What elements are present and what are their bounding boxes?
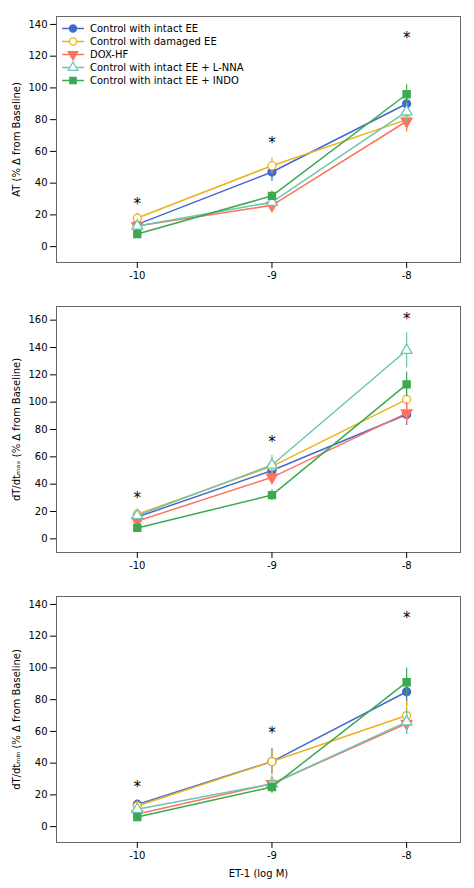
svg-text:Control with intact EE + INDO: Control with intact EE + INDO bbox=[90, 75, 239, 86]
svg-text:160: 160 bbox=[28, 314, 47, 325]
svg-text:AT (% Δ from Baseline): AT (% Δ from Baseline) bbox=[11, 82, 22, 197]
svg-text:140: 140 bbox=[28, 599, 47, 610]
svg-text:80: 80 bbox=[35, 114, 48, 125]
svg-text:0: 0 bbox=[41, 533, 47, 544]
svg-text:0: 0 bbox=[41, 821, 47, 832]
svg-text:60: 60 bbox=[35, 146, 48, 157]
svg-text:-8: -8 bbox=[402, 560, 412, 571]
svg-text:100: 100 bbox=[28, 396, 47, 407]
svg-text:140: 140 bbox=[28, 19, 47, 30]
svg-text:-9: -9 bbox=[267, 560, 277, 571]
svg-text:Control with damaged EE: Control with damaged EE bbox=[90, 36, 217, 47]
svg-text:Control with intact EE + L-NNA: Control with intact EE + L-NNA bbox=[90, 62, 244, 73]
svg-text:*: * bbox=[134, 195, 142, 213]
svg-text:*: * bbox=[134, 489, 142, 507]
svg-text:100: 100 bbox=[28, 662, 47, 673]
svg-text:40: 40 bbox=[35, 478, 48, 489]
svg-text:-10: -10 bbox=[129, 560, 145, 571]
svg-text:60: 60 bbox=[35, 451, 48, 462]
svg-text:ET-1 (log M): ET-1 (log M) bbox=[229, 868, 289, 879]
svg-text:140: 140 bbox=[28, 342, 47, 353]
svg-text:*: * bbox=[403, 609, 411, 627]
svg-text:*: * bbox=[403, 310, 411, 328]
svg-text:dT/dtₘᵢₙ (% Δ from Baseline): dT/dtₘᵢₙ (% Δ from Baseline) bbox=[11, 649, 22, 790]
svg-text:120: 120 bbox=[28, 50, 47, 61]
svg-text:20: 20 bbox=[35, 209, 48, 220]
svg-text:-10: -10 bbox=[129, 270, 145, 281]
svg-text:-8: -8 bbox=[402, 850, 412, 861]
svg-text:40: 40 bbox=[35, 757, 48, 768]
svg-text:60: 60 bbox=[35, 726, 48, 737]
svg-text:*: * bbox=[134, 778, 142, 796]
svg-text:*: * bbox=[403, 29, 411, 47]
svg-text:*: * bbox=[268, 433, 276, 451]
svg-text:80: 80 bbox=[35, 424, 48, 435]
svg-text:20: 20 bbox=[35, 789, 48, 800]
svg-text:*: * bbox=[268, 724, 276, 742]
svg-text:120: 120 bbox=[28, 630, 47, 641]
svg-text:0: 0 bbox=[41, 241, 47, 252]
svg-text:-9: -9 bbox=[267, 850, 277, 861]
svg-text:Control with intact EE: Control with intact EE bbox=[90, 23, 198, 34]
svg-text:-10: -10 bbox=[129, 850, 145, 861]
svg-text:dT/dtₘₐₓ (% Δ from Baseline): dT/dtₘₐₓ (% Δ from Baseline) bbox=[11, 358, 22, 501]
svg-text:80: 80 bbox=[35, 694, 48, 705]
svg-text:100: 100 bbox=[28, 82, 47, 93]
svg-text:40: 40 bbox=[35, 177, 48, 188]
svg-text:120: 120 bbox=[28, 369, 47, 380]
svg-text:DOX-HF: DOX-HF bbox=[90, 49, 128, 60]
svg-text:-8: -8 bbox=[402, 270, 412, 281]
svg-text:20: 20 bbox=[35, 506, 48, 517]
svg-text:*: * bbox=[268, 134, 276, 152]
svg-text:-9: -9 bbox=[267, 270, 277, 281]
